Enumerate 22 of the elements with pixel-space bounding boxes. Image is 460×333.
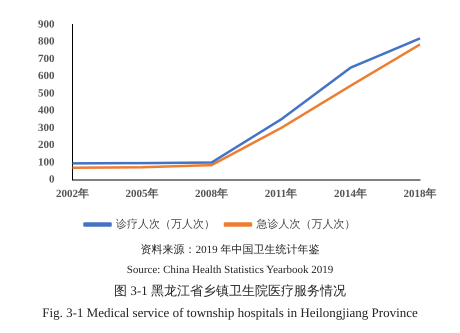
y-tick-label: 700: [38, 52, 55, 65]
x-tick-label: 2018年: [404, 187, 436, 200]
x-tick-label: 2011年: [264, 187, 298, 200]
y-tick-label: 600: [38, 70, 55, 82]
y-tick-label: 300: [38, 122, 55, 134]
caption: Fig. 3-1 Medical service of township hospitals in Heilongjiang Province: [41, 304, 419, 322]
y-tick-label: 0: [49, 174, 55, 186]
y-tick-label: 800: [38, 36, 55, 48]
x-tick-label: 2014年: [334, 187, 367, 200]
y-tick-label: 500: [38, 87, 55, 100]
y-tick-label: 100: [38, 156, 55, 168]
y-tick-label: 900: [38, 18, 55, 30]
source-note: Source: China Health Statistics Yearbook 2019: [126, 263, 334, 278]
y-tick-label: 400: [38, 104, 55, 117]
caption: 图 3-1 黑龙江省乡镇卫生院医疗服务情况: [113, 282, 347, 300]
x-tick-label: 2005年: [126, 187, 158, 200]
x-tick-label: 2002年: [56, 187, 89, 200]
text: 资料来源：2019 年中国卫生统计年鉴: [140, 242, 320, 258]
y-tick-label: 200: [38, 139, 55, 152]
legend-label: 急诊人次（万人次）: [256, 218, 356, 230]
legend-label: 诊疗人次（万人次）: [116, 217, 215, 230]
x-tick-label: 2008年: [195, 187, 228, 200]
